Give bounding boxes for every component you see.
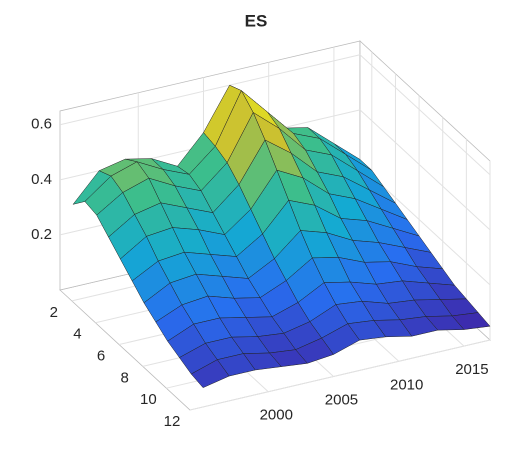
y-tick-label: 4 [73,326,81,343]
z-tick-label: 0.4 [31,171,52,188]
chart-title: ES [245,11,268,30]
grid-line [189,339,491,411]
z-tick-label: 0.6 [31,116,52,133]
grid-line [359,109,491,231]
y-tick-label: 2 [50,304,58,321]
x-tick-label: 2005 [325,391,358,408]
grid-line [59,54,361,126]
x-tick-label: 2010 [390,376,423,393]
x-tick-label: 2000 [260,407,293,424]
grid-line [359,54,491,176]
surface-patch [190,359,230,388]
y-tick-label: 8 [121,369,129,386]
x-tick-label: 2015 [455,361,488,378]
z-tick-label: 0.2 [31,226,52,243]
y-tick-label: 10 [140,391,157,408]
y-tick-label: 6 [97,348,105,365]
y-tick-label: 12 [164,413,181,430]
